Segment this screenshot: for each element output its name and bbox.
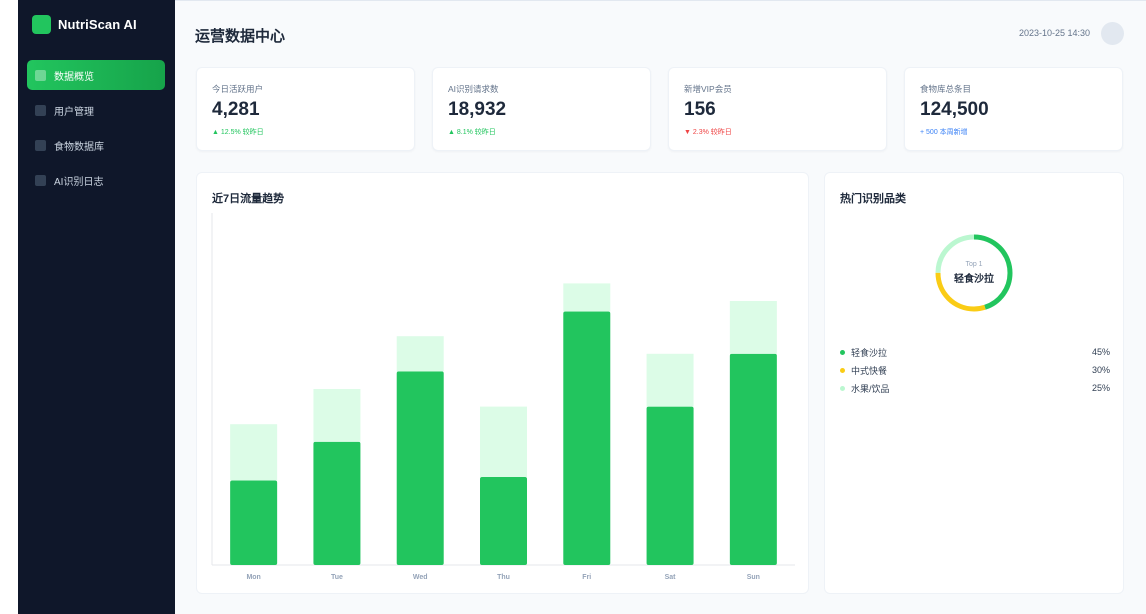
sidebar-item-label: 用户管理	[54, 106, 94, 118]
bar-secondary-sat[interactable]	[646, 353, 694, 407]
main-content: 运营数据中心 2023-10-25 14:30 今日活跃用户 4,281 ▲ 1…	[175, 0, 1146, 614]
legend-item: 轻食沙拉 45%	[840, 343, 1110, 361]
bar-secondary-fri[interactable]	[563, 283, 611, 312]
page-title: 运营数据中心	[195, 28, 286, 45]
stat-trend: ▲ 8.1% 较昨日	[448, 129, 496, 136]
legend-item: 中式快餐 30%	[840, 361, 1110, 379]
x-tick-label: Sun	[747, 574, 760, 581]
stat-label: 今日活跃用户	[212, 84, 264, 94]
x-tick-label: Wed	[413, 574, 428, 581]
legend-percent: 30%	[1091, 365, 1110, 375]
bar-primary-wed[interactable]	[396, 371, 444, 565]
bar-primary-thu[interactable]	[480, 477, 527, 565]
legend-dot	[840, 385, 845, 391]
sidebar-item-users[interactable]: 用户管理	[27, 95, 165, 125]
sidebar-item-food-db[interactable]: 食物数据库	[27, 130, 165, 160]
bar-primary-sat[interactable]	[646, 406, 694, 565]
stat-value: 18,932	[448, 99, 507, 120]
overview-icon	[35, 69, 46, 81]
bar-primary-mon[interactable]	[230, 480, 278, 565]
bar-secondary-tue[interactable]	[313, 389, 361, 442]
legend-dot	[840, 349, 845, 355]
stat-label: 新增VIP会员	[684, 84, 732, 94]
legend-percent: 45%	[1091, 347, 1110, 357]
x-tick-label: Thu	[497, 574, 510, 581]
legend-dot	[840, 367, 845, 373]
bar-primary-sun[interactable]	[729, 353, 777, 565]
legend-name: 中式快餐	[851, 365, 888, 376]
sidebar-item-overview[interactable]: 数据概览	[27, 60, 165, 90]
window-edge	[0, 0, 18, 614]
sidebar-item-label: 食物数据库	[54, 141, 104, 153]
sidebar-item-label: 数据概览	[54, 71, 94, 83]
stat-trend: ▲ 12.5% 较昨日	[212, 129, 264, 136]
stat-trend: ▼ 2.3% 较昨日	[684, 129, 732, 136]
x-tick-label: Mon	[246, 574, 260, 581]
brand-logo-icon	[32, 15, 51, 34]
legend-item: 水果/饮品 25%	[840, 379, 1110, 397]
donut-top-category: 轻食沙拉	[954, 274, 994, 285]
log-icon	[35, 174, 46, 186]
bar-primary-tue[interactable]	[313, 441, 361, 565]
chart-title: 近7日流量趋势	[212, 193, 285, 205]
legend-percent: 25%	[1091, 383, 1110, 393]
stat-value: 4,281	[212, 99, 260, 120]
categories-donut-chart	[935, 234, 1013, 312]
legend-name: 水果/饮品	[851, 383, 890, 394]
bar-secondary-mon[interactable]	[230, 424, 278, 481]
stat-trend: + 500 本周新增	[920, 129, 968, 136]
stat-card-new-vip: 新增VIP会员 156 ▼ 2.3% 较昨日	[668, 67, 887, 151]
bar-secondary-wed[interactable]	[396, 336, 444, 372]
current-datetime: 2023-10-25 14:30	[1018, 28, 1090, 38]
stat-label: 食物库总条目	[920, 84, 972, 94]
donut-slice-1[interactable]	[935, 234, 1013, 312]
donut-rank: Top 1	[965, 261, 983, 268]
bar-primary-fri[interactable]	[563, 311, 611, 565]
x-tick-label: Tue	[331, 574, 343, 581]
donut-slice-2[interactable]	[935, 234, 1013, 312]
brand-name: NutriScan AI	[58, 17, 137, 32]
donut-center: Top 1 轻食沙拉	[934, 233, 1014, 313]
stat-card-food-entries: 食物库总条目 124,500 + 500 本周新增	[904, 67, 1123, 151]
legend-name: 轻食沙拉	[851, 347, 888, 358]
bar-secondary-thu[interactable]	[480, 406, 527, 477]
users-icon	[35, 104, 46, 116]
categories-title: 热门识别品类	[840, 193, 906, 205]
x-tick-label: Fri	[582, 574, 591, 581]
sidebar: NutriScan AI 数据概览 用户管理 食物数据库 AI识别日志	[18, 0, 175, 614]
sidebar-item-ai-logs[interactable]: AI识别日志	[27, 165, 165, 195]
sidebar-nav: 数据概览 用户管理 食物数据库 AI识别日志	[27, 60, 165, 200]
x-tick-label: Sat	[665, 574, 677, 581]
traffic-trend-card: 近7日流量趋势 Mon Tue Wed Thu Fri Sat Sun	[196, 172, 809, 594]
stat-card-ai-requests: AI识别请求数 18,932 ▲ 8.1% 较昨日	[432, 67, 651, 151]
stat-value: 124,500	[920, 99, 989, 120]
stat-label: AI识别请求数	[448, 84, 499, 94]
database-icon	[35, 139, 46, 151]
categories-legend: 轻食沙拉 45% 中式快餐 30% 水果/饮品 25%	[840, 343, 1110, 397]
sidebar-item-label: AI识别日志	[54, 176, 104, 188]
stat-value: 156	[684, 99, 716, 120]
brand: NutriScan AI	[32, 15, 137, 34]
user-avatar[interactable]	[1101, 22, 1124, 45]
stat-card-active-users: 今日活跃用户 4,281 ▲ 12.5% 较昨日	[196, 67, 415, 151]
top-categories-card: 热门识别品类 Top 1 轻食沙拉 轻食沙拉 45% 中式快餐 30%	[824, 172, 1124, 594]
traffic-trend-chart: Mon Tue Wed Thu Fri Sat Sun	[211, 213, 795, 581]
bar-secondary-sun[interactable]	[729, 301, 777, 354]
